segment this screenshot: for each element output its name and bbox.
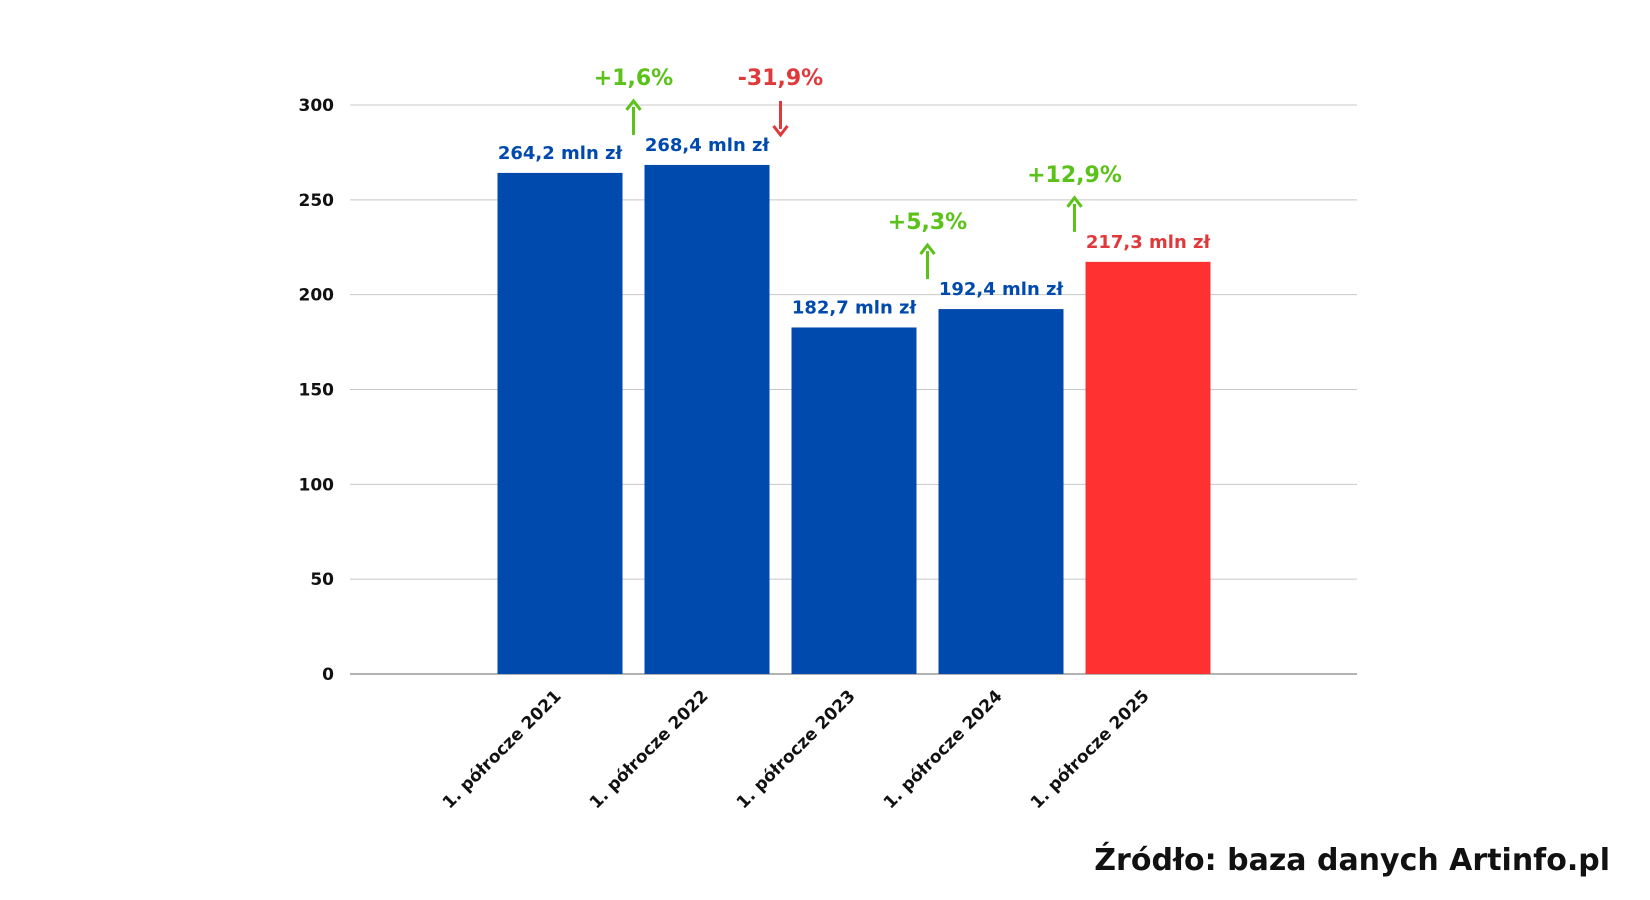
x-tick-label: 1. półrocze 2023 — [733, 686, 860, 813]
bar — [791, 327, 917, 674]
y-tick-label: 150 — [299, 381, 335, 401]
x-tick-label: 1. półrocze 2025 — [1027, 686, 1154, 813]
arrow-up-head-icon — [1066, 195, 1083, 208]
bar — [1085, 261, 1211, 674]
change-label: -31,9% — [738, 66, 823, 91]
x-tick-label: 1. półrocze 2024 — [880, 686, 1007, 813]
data-label: 192,4 mln zł — [939, 279, 1065, 300]
bar — [938, 309, 1064, 674]
arrow-down-head-icon — [772, 125, 789, 138]
y-tick-label: 100 — [299, 475, 335, 495]
y-tick-label: 250 — [299, 191, 335, 211]
change-label: +12,9% — [1027, 163, 1122, 188]
change-label: +1,6% — [594, 66, 673, 91]
bar — [644, 164, 770, 674]
y-tick-label: 0 — [322, 665, 334, 685]
arrow-up-head-icon — [919, 242, 936, 256]
x-tick-label: 1. półrocze 2022 — [586, 686, 713, 813]
y-tick-label: 50 — [310, 570, 334, 590]
data-label: 217,3 mln zł — [1086, 232, 1212, 253]
arrow-up-head-icon — [625, 98, 642, 111]
bar — [497, 172, 623, 674]
source-note: Źródło: baza danych Artinfo.pl — [1094, 843, 1610, 878]
data-label: 182,7 mln zł — [792, 297, 918, 318]
change-label: +5,3% — [888, 210, 967, 235]
y-tick-label: 300 — [299, 96, 335, 116]
x-tick-label: 1. półrocze 2021 — [439, 686, 566, 813]
data-label: 264,2 mln zł — [498, 143, 624, 164]
y-tick-label: 200 — [299, 286, 335, 306]
data-label: 268,4 mln zł — [645, 135, 771, 156]
